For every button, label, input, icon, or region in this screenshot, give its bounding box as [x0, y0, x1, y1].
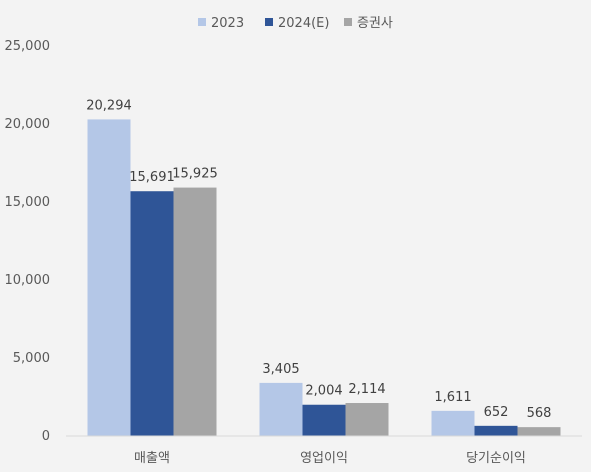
- category-label: 당기순이익: [466, 451, 526, 466]
- legend-label: 2024(E): [278, 16, 329, 31]
- data-label: 2,004: [305, 384, 342, 399]
- bar-2023-영업이익: [259, 382, 303, 436]
- category-label: 영업이익: [300, 451, 348, 466]
- y-tick-label: 20,000: [5, 117, 51, 132]
- y-tick-label: 5,000: [13, 351, 50, 366]
- data-label: 2,114: [348, 382, 385, 397]
- bar-증권사-매출액: [173, 187, 217, 436]
- bar-2023-당기순이익: [431, 410, 475, 436]
- data-label: 15,691: [129, 170, 175, 185]
- data-label: 568: [527, 406, 552, 421]
- legend-label: 2023: [211, 16, 244, 31]
- legend: 2023 2024(E) 증권사: [198, 16, 393, 31]
- bar-증권사-당기순이익: [517, 427, 561, 436]
- y-tick-label: 15,000: [5, 195, 51, 210]
- legend-swatch: [344, 18, 352, 26]
- bar-2024(E)-영업이익: [302, 404, 346, 436]
- data-label: 652: [484, 405, 509, 420]
- legend-swatch: [198, 18, 206, 26]
- x-axis: 매출액 영업이익 당기순이익: [66, 435, 582, 466]
- y-tick-label: 0: [42, 429, 50, 444]
- bar-증권사-영업이익: [345, 403, 389, 436]
- legend-label: 증권사: [357, 16, 393, 31]
- data-label: 20,294: [86, 98, 132, 113]
- category-label: 매출액: [134, 451, 170, 466]
- data-label: 3,405: [262, 362, 299, 377]
- bar-2024(E)-매출액: [130, 191, 174, 436]
- bar-2024(E)-당기순이익: [474, 425, 518, 436]
- y-tick-label: 25,000: [5, 39, 51, 54]
- bar-2023-매출액: [87, 119, 131, 436]
- data-label: 15,925: [172, 167, 218, 182]
- data-label: 1,611: [434, 390, 471, 405]
- y-axis: 0 5,000 10,000 15,000 20,000 25,000: [5, 39, 51, 444]
- legend-swatch: [265, 18, 273, 26]
- bars: [87, 119, 561, 436]
- y-tick-label: 10,000: [5, 273, 51, 288]
